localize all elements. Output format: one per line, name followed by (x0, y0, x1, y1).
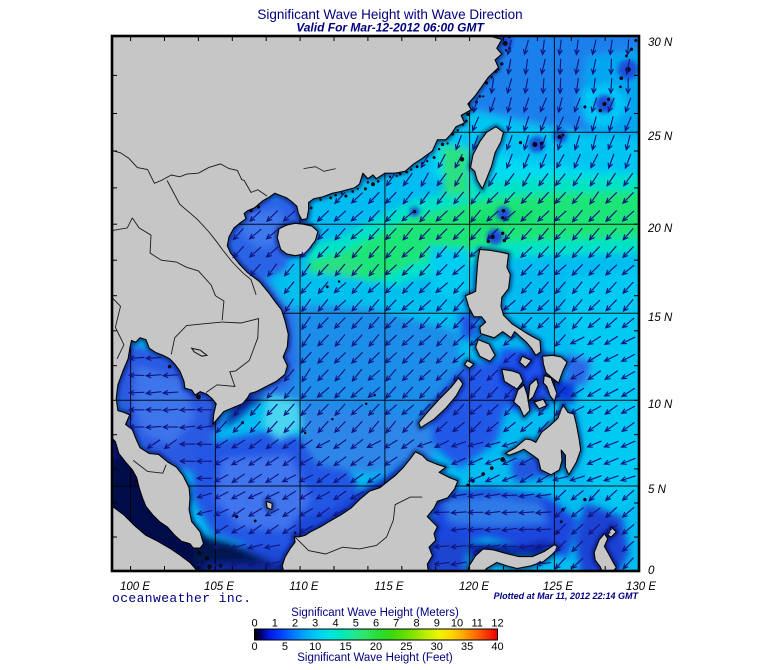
svg-text:1: 1 (272, 618, 278, 630)
svg-text:5: 5 (282, 641, 288, 653)
svg-text:105 E: 105 E (204, 581, 234, 593)
svg-text:9: 9 (434, 618, 440, 630)
svg-text:15: 15 (339, 641, 351, 653)
svg-text:10: 10 (451, 618, 463, 630)
svg-text:25: 25 (400, 641, 412, 653)
svg-text:6: 6 (373, 618, 379, 630)
svg-text:30 N: 30 N (648, 37, 673, 49)
svg-text:0: 0 (251, 641, 257, 653)
svg-text:40: 40 (491, 641, 503, 653)
svg-text:120 E: 120 E (459, 581, 489, 593)
svg-text:20 N: 20 N (647, 223, 673, 235)
svg-text:115 E: 115 E (374, 581, 404, 593)
svg-text:0: 0 (251, 618, 257, 630)
svg-text:Valid For Mar-12-2012 06:00 GM: Valid For Mar-12-2012 06:00 GMT (296, 21, 485, 35)
svg-text:Significant Wave Height with W: Significant Wave Height with Wave Direct… (257, 7, 522, 22)
svg-text:3: 3 (312, 618, 318, 630)
svg-text:10 N: 10 N (648, 399, 673, 411)
svg-text:15 N: 15 N (648, 312, 673, 324)
svg-text:Significant Wave Height (Meter: Significant Wave Height (Meters) (291, 607, 459, 619)
svg-text:35: 35 (461, 641, 473, 653)
svg-text:0: 0 (648, 565, 655, 577)
svg-text:Plotted at Mar 11, 2012 22:14: Plotted at Mar 11, 2012 22:14 GMT (494, 591, 640, 601)
svg-text:2: 2 (292, 618, 298, 630)
svg-text:20: 20 (370, 641, 382, 653)
svg-text:5 N: 5 N (648, 484, 667, 496)
svg-text:7: 7 (393, 618, 399, 630)
svg-text:oceanweather inc.: oceanweather inc. (112, 591, 251, 606)
svg-text:30: 30 (431, 641, 443, 653)
svg-text:Significant Wave Height (Feet): Significant Wave Height (Feet) (297, 652, 453, 664)
svg-text:25 N: 25 N (647, 131, 673, 143)
svg-text:4: 4 (332, 618, 338, 630)
svg-text:10: 10 (309, 641, 321, 653)
svg-text:11: 11 (471, 618, 482, 630)
svg-text:5: 5 (353, 618, 359, 630)
svg-text:8: 8 (413, 618, 419, 630)
svg-text:110 E: 110 E (289, 581, 319, 593)
svg-text:125 E: 125 E (543, 581, 573, 593)
svg-text:130 E: 130 E (626, 581, 656, 593)
svg-text:12: 12 (491, 618, 503, 630)
svg-text:100 E: 100 E (120, 581, 150, 593)
